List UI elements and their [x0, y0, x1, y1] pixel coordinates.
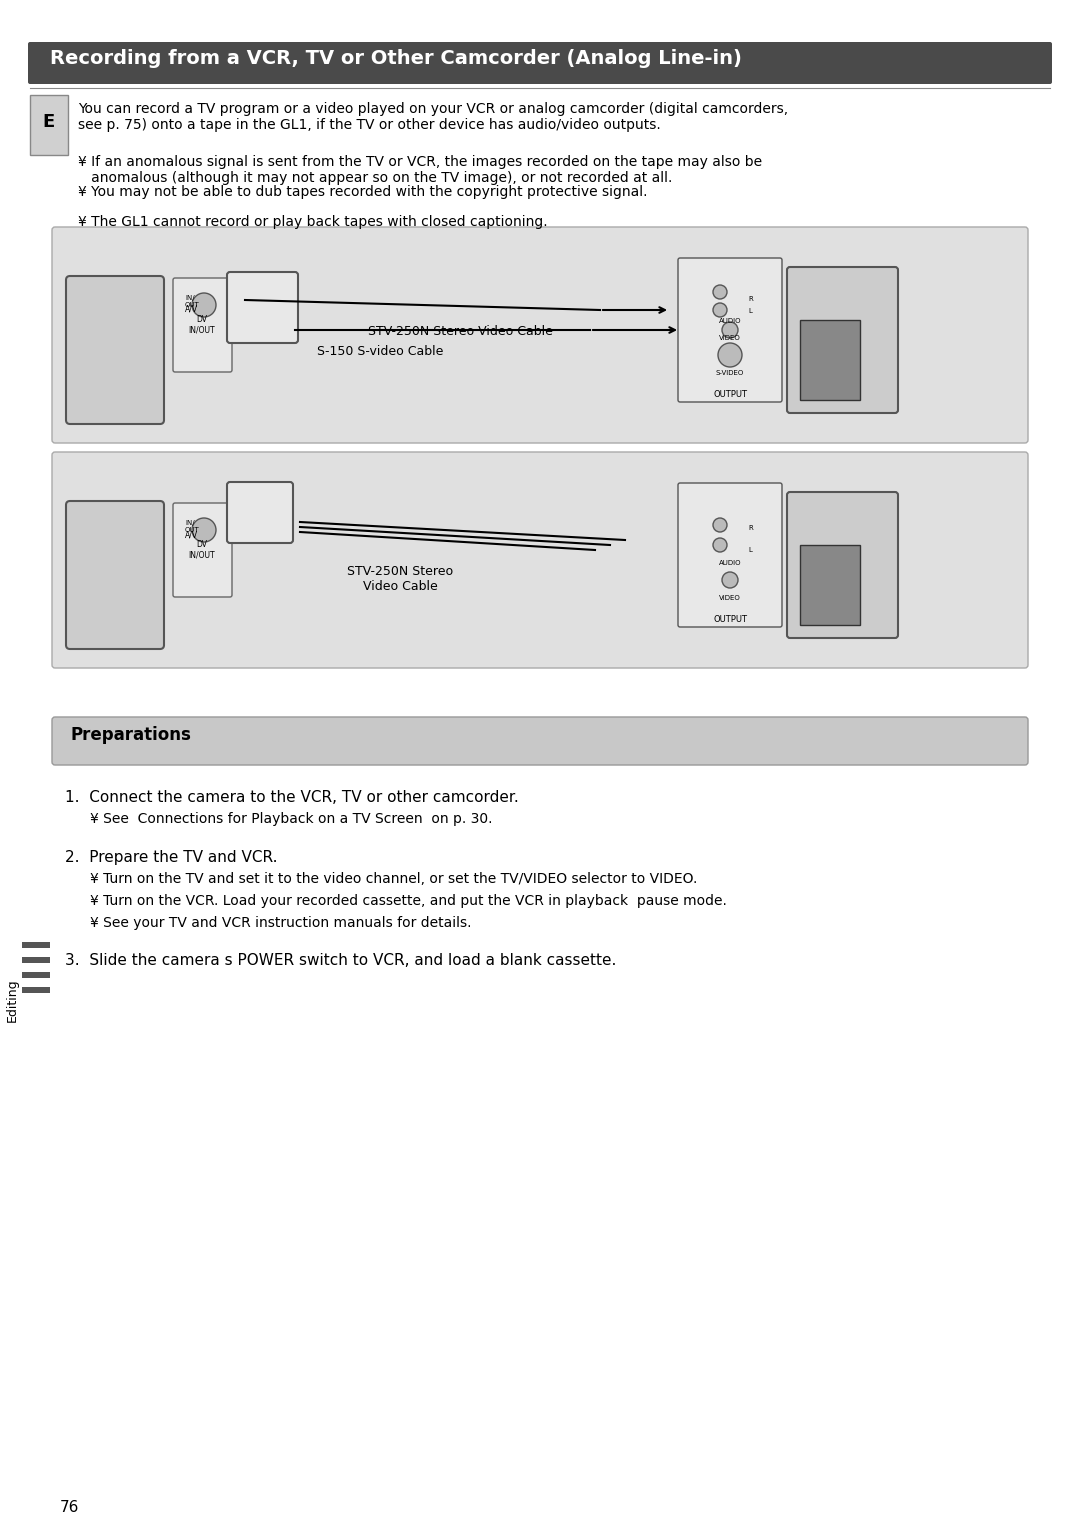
FancyBboxPatch shape [52, 717, 1028, 765]
Bar [22, 987, 50, 993]
Text: DV
IN/OUT: DV IN/OUT [189, 540, 215, 560]
Bar [22, 957, 50, 963]
FancyBboxPatch shape [28, 43, 1052, 84]
Circle shape [718, 343, 742, 366]
Text: IN/
OUT: IN/ OUT [185, 520, 200, 533]
Text: Editing: Editing [5, 978, 18, 1022]
FancyBboxPatch shape [678, 484, 782, 627]
Text: You can record a TV program or a video played on your VCR or analog camcorder (d: You can record a TV program or a video p… [78, 102, 788, 133]
FancyBboxPatch shape [173, 278, 232, 372]
Circle shape [723, 572, 738, 588]
Text: AUDIO: AUDIO [719, 560, 741, 566]
Text: L: L [748, 308, 752, 314]
FancyBboxPatch shape [52, 227, 1028, 443]
Text: ¥ Turn on the TV and set it to the video channel, or set the TV/VIDEO selector t: ¥ Turn on the TV and set it to the video… [90, 871, 698, 887]
Text: Recording from a VCR, TV or Other Camcorder (Analog Line-in): Recording from a VCR, TV or Other Camcor… [50, 49, 742, 67]
Text: VIDEO: VIDEO [719, 336, 741, 340]
Text: L: L [748, 546, 752, 552]
Text: 3.  Slide the camera s POWER switch to VCR, and load a blank cassette.: 3. Slide the camera s POWER switch to VC… [65, 954, 617, 967]
Text: A/V: A/V [185, 530, 198, 539]
Circle shape [713, 304, 727, 317]
Bar [22, 972, 50, 978]
FancyBboxPatch shape [66, 501, 164, 649]
Bar [22, 942, 50, 948]
Text: ¥ See your TV and VCR instruction manuals for details.: ¥ See your TV and VCR instruction manual… [90, 916, 472, 929]
Text: R: R [748, 296, 753, 302]
Text: AUDIO: AUDIO [719, 317, 741, 324]
Circle shape [192, 293, 216, 317]
Text: 2.  Prepare the TV and VCR.: 2. Prepare the TV and VCR. [65, 850, 278, 865]
Text: 76: 76 [60, 1500, 79, 1515]
Text: A/V: A/V [185, 305, 198, 314]
Circle shape [713, 539, 727, 552]
Text: OUTPUT: OUTPUT [713, 391, 747, 398]
FancyBboxPatch shape [678, 258, 782, 401]
FancyBboxPatch shape [227, 272, 298, 343]
Bar [30, 95, 68, 156]
FancyBboxPatch shape [52, 452, 1028, 668]
Text: IN/
OUT: IN/ OUT [185, 295, 200, 308]
Text: ¥ See  Connections for Playback on a TV Screen  on p. 30.: ¥ See Connections for Playback on a TV S… [90, 812, 492, 826]
FancyBboxPatch shape [173, 504, 232, 597]
Text: Preparations: Preparations [70, 726, 191, 745]
FancyBboxPatch shape [787, 491, 897, 638]
Bar [800, 545, 860, 626]
Text: OUTPUT: OUTPUT [713, 615, 747, 624]
Circle shape [192, 517, 216, 542]
Text: R: R [748, 525, 753, 531]
Circle shape [723, 322, 738, 337]
Text: VIDEO: VIDEO [719, 595, 741, 601]
Text: STV-250N Stereo
Video Cable: STV-250N Stereo Video Cable [347, 565, 454, 594]
Text: 1.  Connect the camera to the VCR, TV or other camcorder.: 1. Connect the camera to the VCR, TV or … [65, 790, 518, 806]
Bar [800, 320, 860, 400]
Text: ¥ The GL1 cannot record or play back tapes with closed captioning.: ¥ The GL1 cannot record or play back tap… [78, 215, 548, 229]
Circle shape [713, 285, 727, 299]
Text: ¥ If an anomalous signal is sent from the TV or VCR, the images recorded on the : ¥ If an anomalous signal is sent from th… [78, 156, 762, 185]
FancyBboxPatch shape [66, 276, 164, 424]
Text: E: E [43, 113, 55, 131]
Text: ¥ Turn on the VCR. Load your recorded cassette, and put the VCR in playback  pau: ¥ Turn on the VCR. Load your recorded ca… [90, 894, 727, 908]
FancyBboxPatch shape [787, 267, 897, 414]
Text: S-VIDEO: S-VIDEO [716, 369, 744, 375]
Text: S-150 S-video Cable: S-150 S-video Cable [316, 345, 443, 359]
Text: ¥ You may not be able to dub tapes recorded with the copyright protective signal: ¥ You may not be able to dub tapes recor… [78, 185, 648, 198]
FancyBboxPatch shape [227, 482, 293, 543]
Text: DV
IN/OUT: DV IN/OUT [189, 316, 215, 334]
Text: STV-250N Stereo Video Cable: STV-250N Stereo Video Cable [367, 325, 553, 337]
Circle shape [713, 517, 727, 533]
